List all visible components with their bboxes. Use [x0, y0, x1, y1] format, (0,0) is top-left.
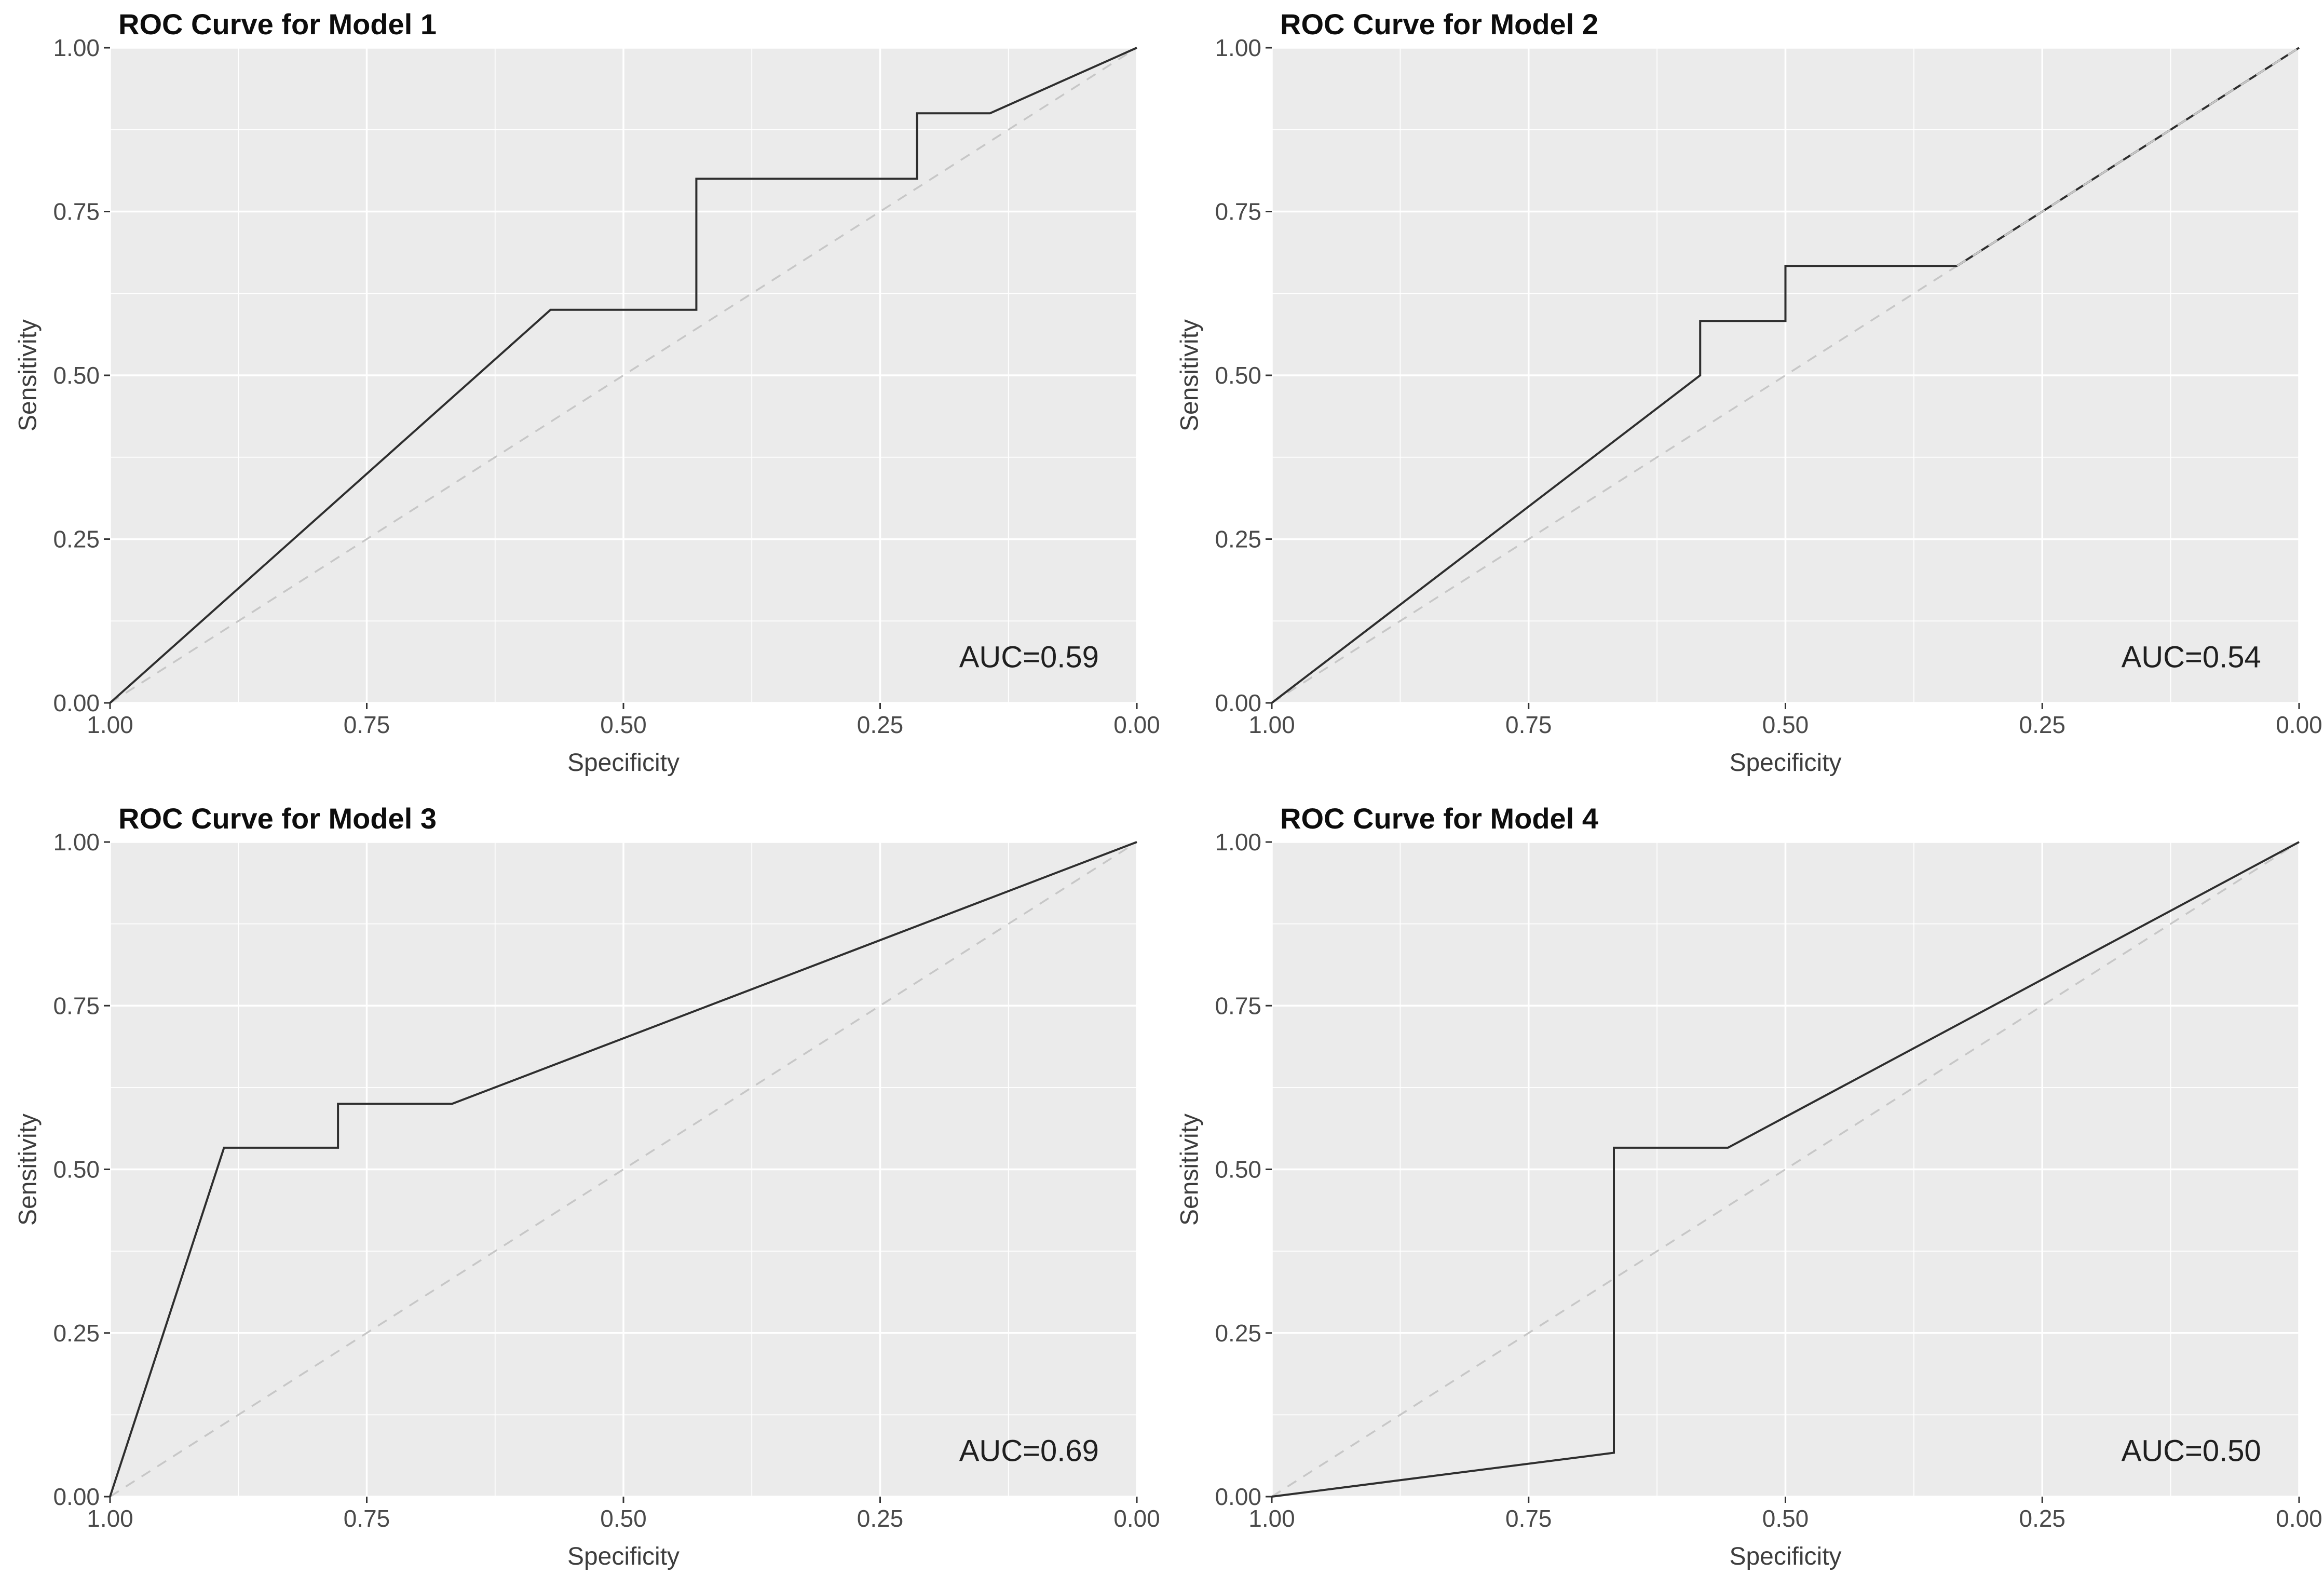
roc-chart-model-3: 1.00 0.75 0.50 0.25 0.00 0.00 0.25 0.50 0.75 1.00 [53, 829, 1160, 1532]
y-tick-label: 0.75 [1215, 198, 1261, 225]
axis-tick-marks [104, 841, 1138, 1503]
auc-annotation: AUC=0.50 [2121, 1434, 2261, 1468]
y-tick-label: 0.25 [53, 526, 100, 553]
y-axis-title: Sensitivity [1176, 1113, 1204, 1226]
y-axis-title: Sensitivity [14, 1113, 42, 1226]
x-tick-label: 0.50 [600, 711, 647, 738]
grid-major [1271, 841, 2300, 1498]
y-tick-label: 0.25 [1215, 526, 1261, 553]
x-axis-title: Specificity [567, 1543, 680, 1570]
x-tick-label: 1.00 [1248, 711, 1295, 738]
y-tick-label: 0.75 [1215, 992, 1261, 1019]
axis-tick-labels: 1.00 0.75 0.50 0.25 0.00 0.00 0.25 0.50 0.75 1.00 [53, 34, 1160, 738]
x-tick-label: 0.75 [344, 711, 390, 738]
axis-tick-labels: 1.00 0.75 0.50 0.25 0.00 0.00 0.25 0.50 0.75 1.00 [1215, 829, 2322, 1532]
y-axis-title: Sensitivity [14, 319, 42, 432]
y-tick-label: 1.00 [53, 829, 100, 856]
x-tick-label: 0.00 [2276, 711, 2322, 738]
y-tick-label: 0.50 [1215, 1156, 1261, 1183]
x-tick-label: 1.00 [1248, 1505, 1295, 1532]
y-tick-label: 0.50 [53, 362, 100, 389]
roc-chart-model-2: 1.00 0.75 0.50 0.25 0.00 0.00 0.25 0.50 0.75 1.00 [1215, 34, 2322, 738]
x-axis-title: Specificity [1729, 749, 1842, 777]
y-tick-label: 0.00 [53, 1483, 100, 1510]
roc-curve-dashed-overlay [1956, 47, 2300, 267]
x-tick-label: 0.25 [857, 711, 904, 738]
x-axis-title: Specificity [1729, 1543, 1842, 1570]
x-tick-label: 0.50 [1762, 1505, 1809, 1532]
y-tick-label: 0.75 [53, 198, 100, 225]
x-tick-label: 0.25 [857, 1505, 904, 1532]
x-tick-label: 0.00 [1113, 711, 1160, 738]
y-tick-label: 0.75 [53, 992, 100, 1019]
auc-annotation: AUC=0.59 [959, 640, 1099, 674]
x-tick-label: 1.00 [87, 1505, 133, 1532]
x-tick-label: 0.50 [1762, 711, 1809, 738]
axis-tick-marks [104, 47, 1138, 709]
x-tick-label: 0.00 [1113, 1505, 1160, 1532]
x-tick-label: 0.50 [600, 1505, 647, 1532]
y-tick-label: 0.00 [1215, 689, 1261, 716]
roc-curve [109, 841, 1137, 1497]
auc-annotation: AUC=0.69 [959, 1434, 1099, 1468]
axis-tick-labels: 1.00 0.75 0.50 0.25 0.00 0.00 0.25 0.50 0.75 1.00 [53, 829, 1160, 1532]
x-tick-label: 0.75 [1505, 711, 1552, 738]
roc-chart-model-1: 1.00 0.75 0.50 0.25 0.00 0.00 0.25 0.50 0.75 1.00 [53, 34, 1160, 738]
y-tick-label: 0.50 [53, 1156, 100, 1183]
axis-tick-marks [1266, 47, 2300, 709]
x-axis-title: Specificity [567, 749, 680, 777]
y-tick-label: 1.00 [1215, 34, 1261, 61]
panel-title: ROC Curve for Model 1 [118, 8, 437, 40]
panel-title: ROC Curve for Model 2 [1280, 8, 1598, 40]
roc-chart-model-4: 1.00 0.75 0.50 0.25 0.00 0.00 0.25 0.50 0.75 1.00 [1215, 829, 2322, 1532]
axis-tick-labels: 1.00 0.75 0.50 0.25 0.00 0.00 0.25 0.50 0.75 1.00 [1215, 34, 2322, 738]
x-tick-label: 0.00 [2276, 1505, 2322, 1532]
reference-diagonal [110, 47, 1137, 704]
roc-curve [1271, 841, 2300, 1498]
roc-panel-model-1: 1.00 0.75 0.50 0.25 0.00 0.00 0.25 0.50 0.75 1.00… [0, 0, 1162, 794]
roc-panel-model-4: 1.00 0.75 0.50 0.25 0.00 0.00 0.25 0.50 0.75 1.00… [1162, 794, 2324, 1588]
panel-title: ROC Curve for Model 4 [1280, 802, 1598, 835]
reference-diagonal [110, 841, 1137, 1498]
y-axis-title: Sensitivity [1176, 319, 1204, 432]
roc-panel-model-2: 1.00 0.75 0.50 0.25 0.00 0.00 0.25 0.50 0.75 1.00… [1162, 0, 2324, 794]
y-tick-label: 1.00 [53, 34, 100, 61]
y-tick-label: 0.00 [1215, 1483, 1261, 1510]
auc-annotation: AUC=0.54 [2121, 640, 2261, 674]
roc-panel-model-3: 1.00 0.75 0.50 0.25 0.00 0.00 0.25 0.50 0.75 1.00… [0, 794, 1162, 1588]
grid-major [109, 841, 1138, 1498]
y-tick-label: 0.25 [1215, 1320, 1261, 1347]
reference-diagonal [1271, 841, 2300, 1498]
y-tick-label: 0.50 [1215, 362, 1261, 389]
y-tick-label: 0.25 [53, 1320, 100, 1347]
axis-tick-marks [1266, 841, 2300, 1503]
y-tick-label: 0.00 [53, 689, 100, 716]
x-tick-label: 0.75 [1505, 1505, 1552, 1532]
x-tick-label: 1.00 [87, 711, 133, 738]
x-tick-label: 0.25 [2019, 1505, 2065, 1532]
grid-major [1271, 47, 2300, 704]
panel-title: ROC Curve for Model 3 [118, 802, 437, 835]
y-tick-label: 1.00 [1215, 829, 1261, 856]
roc-curve [109, 47, 1137, 704]
x-tick-label: 0.75 [344, 1505, 390, 1532]
x-tick-label: 0.25 [2019, 711, 2065, 738]
